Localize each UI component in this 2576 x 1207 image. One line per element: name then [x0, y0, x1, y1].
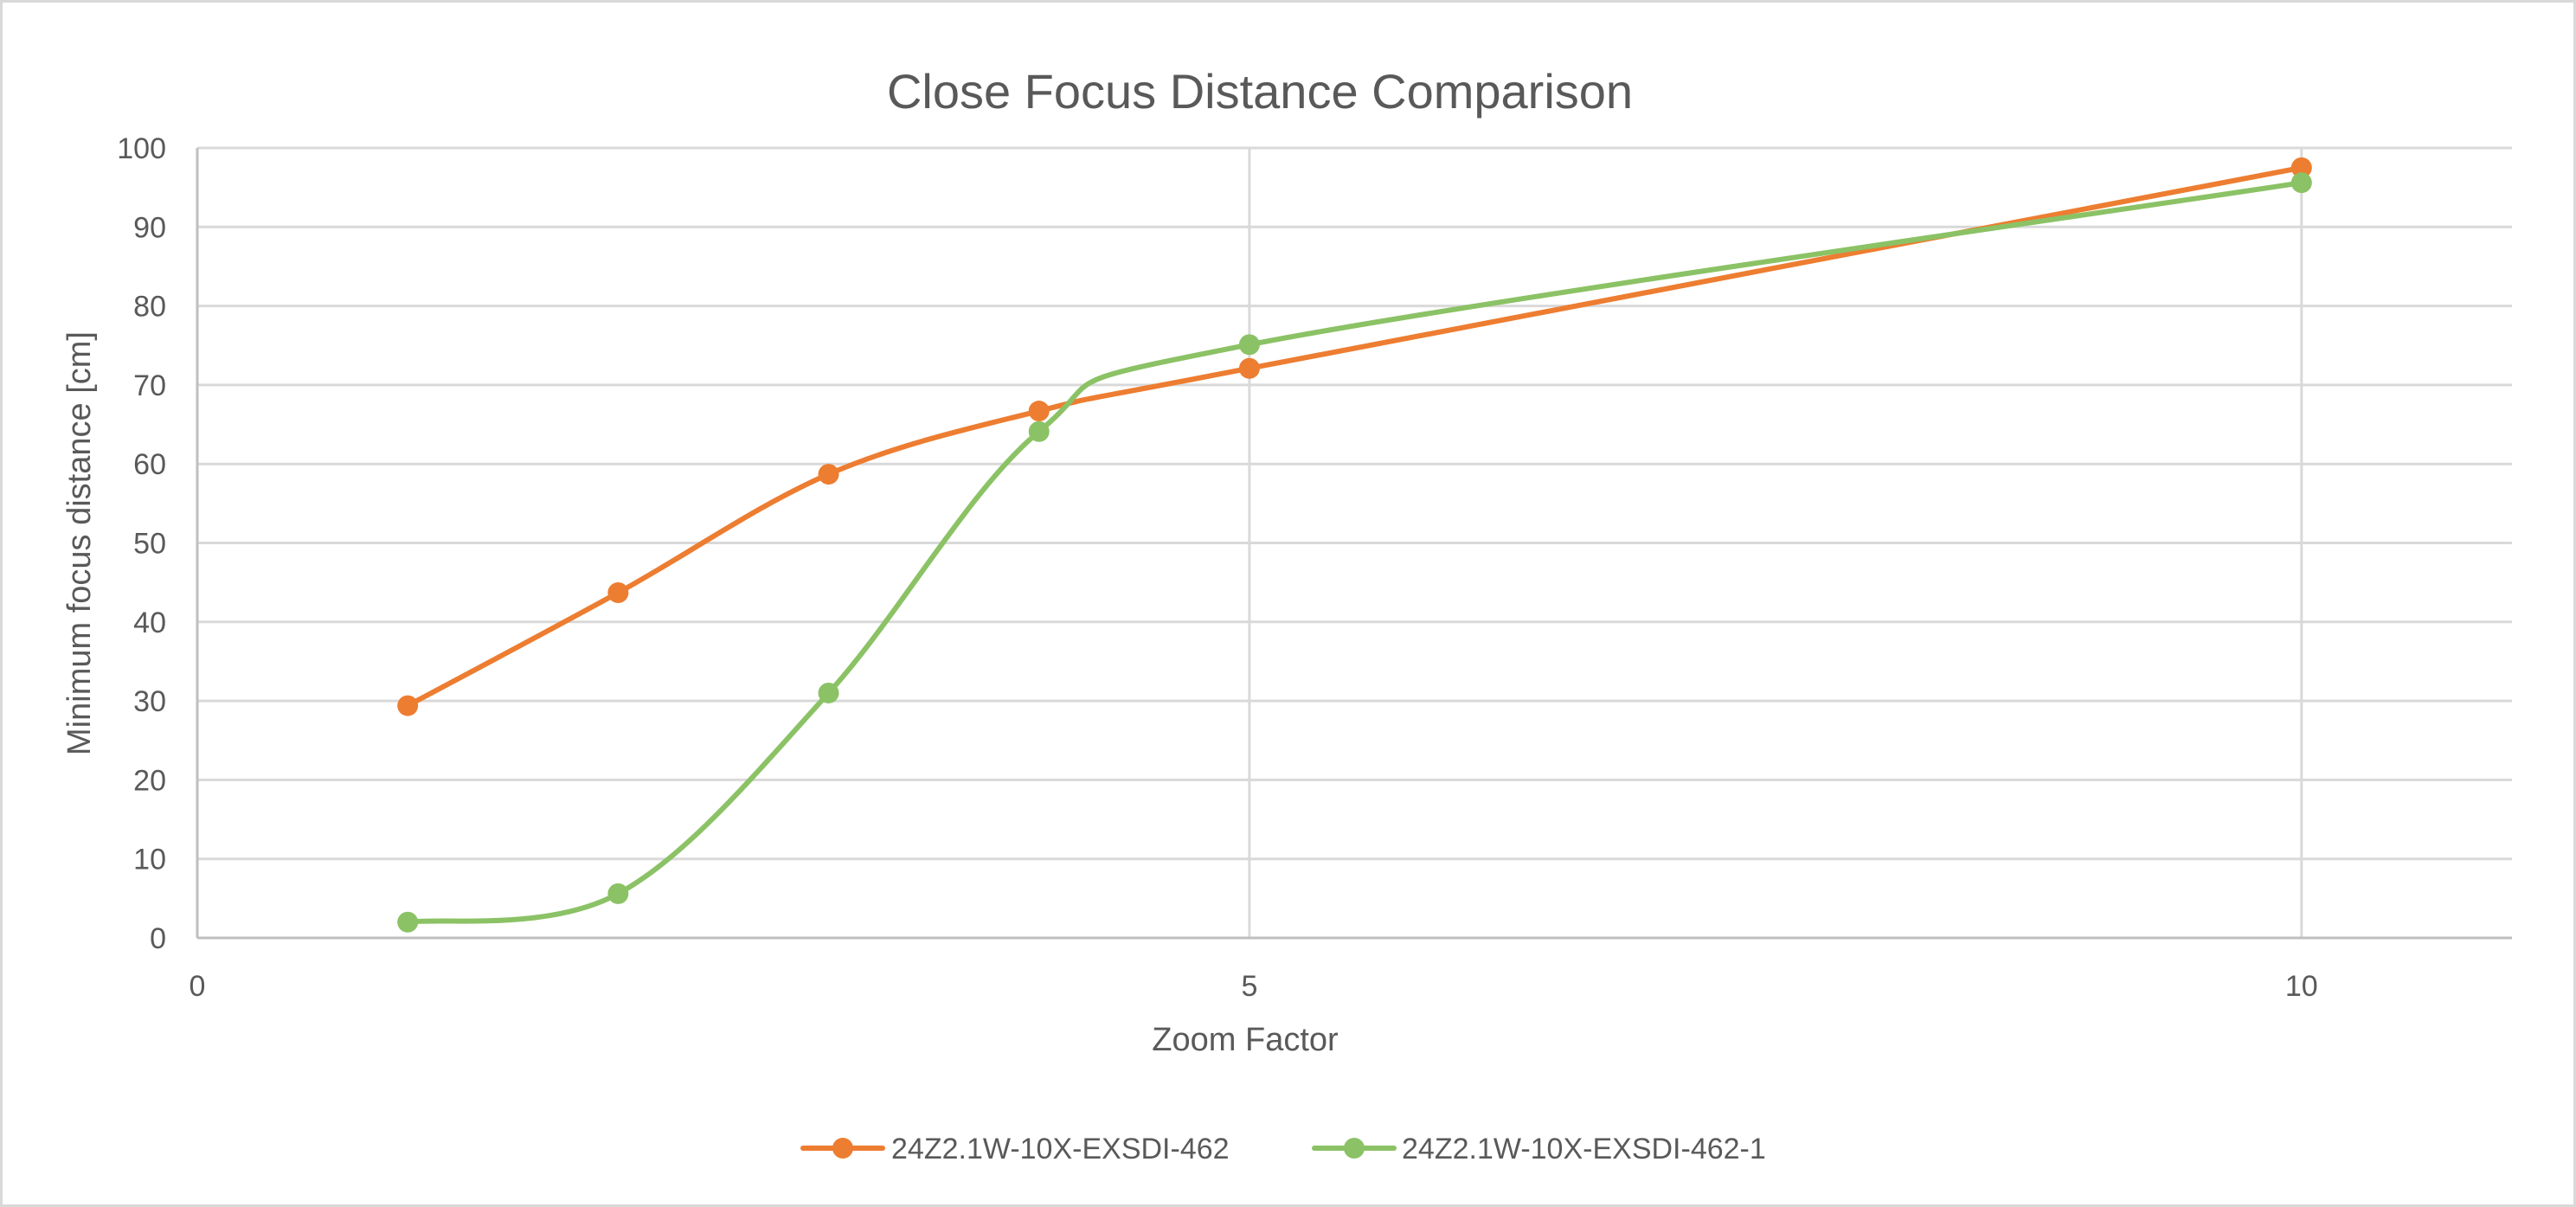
- data-point-marker[interactable]: [397, 695, 419, 716]
- legend-item-series-2[interactable]: 24Z2.1W-10X-EXSDI-462-1: [1312, 1133, 1766, 1165]
- x-tick-label: 0: [190, 970, 206, 1003]
- legend-label: 24Z2.1W-10X-EXSDI-462: [891, 1133, 1230, 1165]
- data-point-marker[interactable]: [2290, 172, 2312, 194]
- series-2: [397, 172, 2312, 933]
- y-tick-label: 80: [133, 291, 166, 324]
- x-axis-tick-labels: 0 5 10: [190, 970, 2318, 1003]
- x-axis-title: Zoom Factor: [1152, 1022, 1339, 1058]
- y-tick-label: 10: [133, 844, 166, 876]
- series-1: [397, 157, 2312, 716]
- y-tick-label: 70: [133, 369, 166, 402]
- y-tick-label: 0: [150, 922, 166, 955]
- y-tick-label: 50: [133, 528, 166, 561]
- x-tick-label: 5: [1241, 970, 1257, 1003]
- legend-item-series-1[interactable]: 24Z2.1W-10X-EXSDI-462: [800, 1133, 1230, 1165]
- data-point-marker[interactable]: [1238, 334, 1260, 356]
- data-point-marker[interactable]: [2290, 157, 2312, 178]
- data-point-marker[interactable]: [607, 883, 629, 904]
- legend-marker-icon: [832, 1138, 853, 1159]
- data-point-marker[interactable]: [397, 911, 419, 933]
- data-point-marker[interactable]: [1028, 421, 1050, 442]
- series-line: [405, 164, 2304, 709]
- y-tick-label: 60: [133, 448, 166, 481]
- series-group: [397, 157, 2312, 933]
- y-tick-label: 100: [117, 132, 166, 165]
- data-point-marker[interactable]: [607, 582, 629, 604]
- y-tick-label: 20: [133, 764, 166, 797]
- gridlines: [197, 146, 2512, 938]
- y-tick-label: 30: [133, 685, 166, 718]
- data-point-marker[interactable]: [818, 682, 839, 703]
- data-point-marker[interactable]: [818, 464, 839, 485]
- y-axis-tick-labels: 0 10 20 30 40 50 60 70 80 90 100: [117, 132, 166, 955]
- chart-title: Close Focus Distance Comparison: [887, 64, 1633, 119]
- legend-marker-icon: [1344, 1138, 1365, 1159]
- x-tick-label: 10: [2285, 970, 2318, 1003]
- y-tick-label: 40: [133, 607, 166, 639]
- legend-label: 24Z2.1W-10X-EXSDI-462-1: [1402, 1133, 1766, 1165]
- y-axis-title: Minimum focus distance [cm]: [61, 331, 98, 755]
- y-tick-label: 90: [133, 211, 166, 244]
- legend: 24Z2.1W-10X-EXSDI-462 24Z2.1W-10X-EXSDI-…: [800, 1133, 1766, 1165]
- data-point-marker[interactable]: [1028, 401, 1050, 422]
- data-point-marker[interactable]: [1238, 357, 1260, 379]
- axes: [196, 148, 2512, 940]
